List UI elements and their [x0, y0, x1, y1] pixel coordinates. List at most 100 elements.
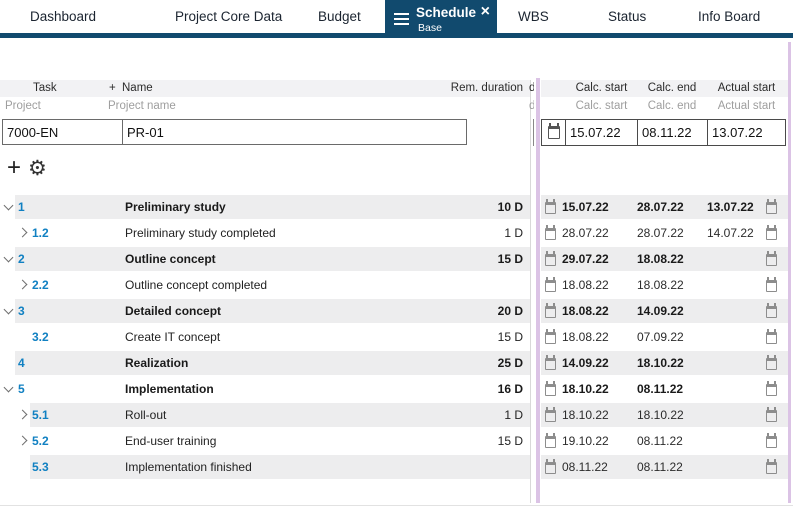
calendar-icon[interactable]: [545, 329, 556, 344]
col-header-name[interactable]: Name: [122, 82, 153, 94]
task-name[interactable]: Outline concept completed: [125, 278, 268, 292]
calendar-icon[interactable]: [766, 251, 777, 266]
calendar-icon[interactable]: [545, 355, 556, 370]
calendar-icon[interactable]: [766, 433, 777, 448]
task-row[interactable]: 5.3 Implementation finished 08.11.22 08.…: [0, 455, 793, 479]
filter-label-project-name: Project name: [108, 100, 176, 112]
task-name[interactable]: Create IT concept: [125, 330, 221, 344]
task-name[interactable]: Implementation: [125, 382, 214, 396]
tab-schedule[interactable]: Schedule × Base: [385, 0, 497, 38]
task-row[interactable]: 2.2 Outline concept completed 18.08.22 1…: [0, 273, 793, 297]
calendar-icon[interactable]: [766, 329, 777, 344]
task-number[interactable]: 5.2: [32, 434, 49, 448]
task-row[interactable]: 5.1 Roll-out 1 D 18.10.22 18.10.22: [0, 403, 793, 427]
calendar-icon[interactable]: [545, 303, 556, 318]
calendar-icon[interactable]: [545, 199, 556, 214]
calc-start-value: 18.08.22: [562, 330, 609, 344]
task-row[interactable]: 5 Implementation 16 D 18.10.22 08.11.22: [0, 377, 793, 401]
calendar-icon[interactable]: [766, 381, 777, 396]
tab-status[interactable]: Status: [608, 9, 647, 24]
task-number[interactable]: 2.2: [32, 278, 49, 292]
chevron-down-icon[interactable]: [3, 382, 14, 393]
col-header-calc-end[interactable]: Calc. end: [647, 82, 697, 94]
actual-start-input[interactable]: 13.07.22: [707, 119, 786, 146]
task-number[interactable]: 2: [18, 252, 25, 266]
task-name[interactable]: Detailed concept: [125, 304, 222, 318]
task-name[interactable]: Preliminary study completed: [125, 226, 276, 240]
calendar-icon[interactable]: [766, 355, 777, 370]
task-number[interactable]: 3.2: [32, 330, 49, 344]
calc-start-datepicker[interactable]: [541, 119, 566, 146]
calendar-icon[interactable]: [766, 303, 777, 318]
calendar-icon[interactable]: [766, 199, 777, 214]
calc-start-value: 08.11.22: [562, 460, 608, 474]
chevron-right-icon[interactable]: [17, 227, 28, 238]
task-row[interactable]: 3 Detailed concept 20 D 18.08.22 14.09.2…: [0, 299, 793, 323]
calendar-icon[interactable]: [766, 225, 777, 240]
task-row[interactable]: 2 Outline concept 15 D 29.07.22 18.08.22: [0, 247, 793, 271]
close-icon[interactable]: ×: [480, 3, 490, 20]
chevron-right-icon[interactable]: [17, 279, 28, 290]
col-header-actual-start[interactable]: Actual start: [717, 82, 776, 94]
calc-end-input[interactable]: 08.11.22: [637, 119, 708, 146]
row-stripe: [541, 299, 788, 323]
task-row[interactable]: 3.2 Create IT concept 15 D 18.08.22 07.0…: [0, 325, 793, 349]
task-number[interactable]: 5.3: [32, 460, 49, 474]
calendar-icon[interactable]: [766, 277, 777, 292]
add-column-icon[interactable]: +: [109, 82, 116, 94]
calendar-icon[interactable]: [548, 123, 560, 139]
tab-dashboard[interactable]: Dashboard: [30, 9, 97, 24]
tab-info-board[interactable]: Info Board: [698, 9, 761, 24]
task-row[interactable]: 1 Preliminary study 10 D 15.07.22 28.07.…: [0, 195, 793, 219]
task-name[interactable]: End-user training: [125, 434, 217, 448]
project-name-input[interactable]: [122, 119, 467, 145]
add-task-button[interactable]: +: [7, 154, 22, 181]
filter-label-project: Project: [5, 100, 41, 112]
pane-splitter[interactable]: [536, 78, 540, 503]
col-header-rem-duration[interactable]: Rem. duration: [450, 82, 523, 94]
pane-splitter-right[interactable]: [788, 42, 791, 503]
task-number[interactable]: 5.1: [32, 408, 49, 422]
calendar-icon[interactable]: [545, 277, 556, 292]
task-name[interactable]: Implementation finished: [125, 460, 252, 474]
task-number[interactable]: 4: [18, 356, 25, 370]
chevron-down-icon[interactable]: [3, 200, 14, 211]
task-name[interactable]: Roll-out: [125, 408, 167, 422]
task-number[interactable]: 1.2: [32, 226, 49, 240]
project-id-input[interactable]: [2, 119, 123, 145]
chevron-right-icon[interactable]: [17, 435, 28, 446]
chevron-down-icon[interactable]: [3, 304, 14, 315]
tab-schedule-sublabel: Base: [418, 22, 442, 34]
chevron-down-icon[interactable]: [3, 252, 14, 263]
calendar-icon[interactable]: [545, 407, 556, 422]
calendar-icon[interactable]: [545, 459, 556, 474]
tab-wbs[interactable]: WBS: [518, 9, 549, 24]
calc-start-input[interactable]: 15.07.22: [565, 119, 638, 146]
col-header-task[interactable]: Task: [33, 82, 57, 94]
col-header-calc-start[interactable]: Calc. start: [575, 82, 628, 94]
task-name[interactable]: Preliminary study: [125, 200, 226, 214]
task-number[interactable]: 3: [18, 304, 25, 318]
calendar-icon[interactable]: [545, 225, 556, 240]
calendar-icon[interactable]: [545, 381, 556, 396]
settings-gear-icon[interactable]: ⚙: [28, 157, 47, 180]
tab-budget[interactable]: Budget: [318, 9, 361, 24]
task-name[interactable]: Realization: [125, 356, 189, 370]
calendar-icon[interactable]: [766, 459, 777, 474]
row-stripe: [15, 247, 530, 271]
row-stripe: [541, 351, 788, 375]
task-number[interactable]: 5: [18, 382, 25, 396]
hamburger-icon[interactable]: [394, 13, 409, 28]
tab-project-core-data[interactable]: Project Core Data: [175, 9, 283, 24]
task-row[interactable]: 5.2 End-user training 15 D 19.10.22 08.1…: [0, 429, 793, 453]
task-row[interactable]: 4 Realization 25 D 14.09.22 18.10.22: [0, 351, 793, 375]
calendar-icon[interactable]: [545, 251, 556, 266]
calendar-icon[interactable]: [545, 433, 556, 448]
chevron-right-icon[interactable]: [17, 409, 28, 420]
calendar-icon[interactable]: [766, 407, 777, 422]
task-row[interactable]: 1.2 Preliminary study completed 1 D 28.0…: [0, 221, 793, 245]
filter-clipped: d: [529, 100, 534, 112]
calc-end-value: 28.07.22: [637, 200, 684, 214]
task-name[interactable]: Outline concept: [125, 252, 216, 266]
task-number[interactable]: 1: [18, 200, 25, 214]
